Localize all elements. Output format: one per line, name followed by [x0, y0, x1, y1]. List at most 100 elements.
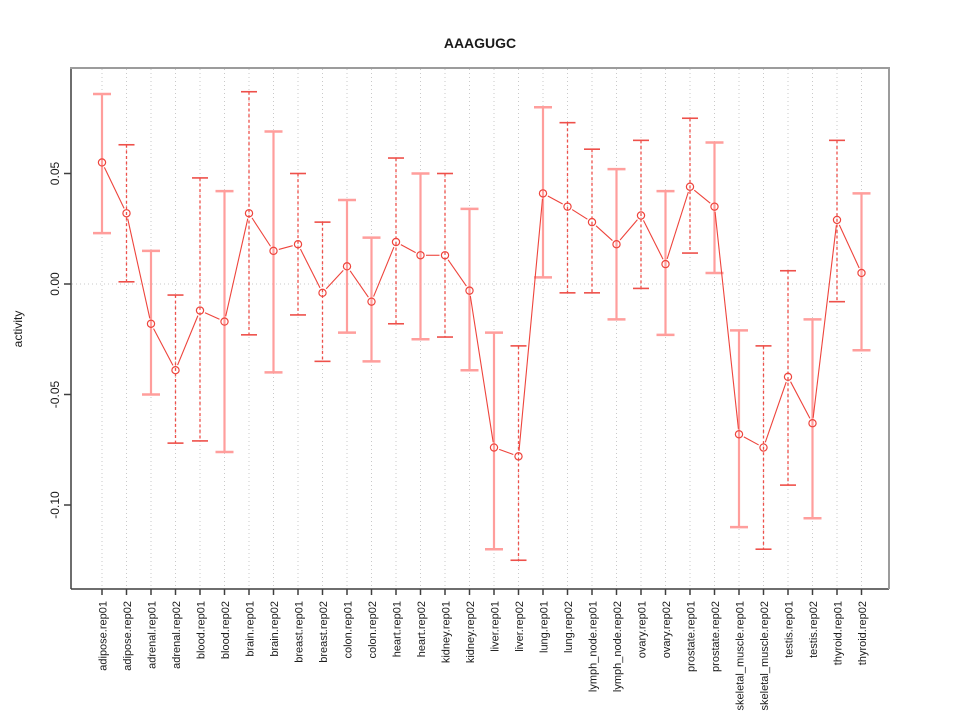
series-segment [571, 209, 588, 220]
x-tick-label: skeletal_muscle.rep01 [735, 601, 747, 710]
y-tick-label: -0.05 [48, 381, 62, 409]
series-segment [177, 315, 199, 366]
data-point-marker [416, 251, 425, 260]
x-tick-label: liver.rep02 [514, 601, 526, 652]
data-point-marker [391, 237, 401, 247]
series-segment [812, 225, 837, 418]
series-segment [204, 312, 220, 320]
chart-title: AAAGUGC [444, 35, 516, 51]
x-tick-label: colon.rep02 [367, 601, 379, 659]
y-tick-label: -0.10 [48, 491, 62, 519]
x-tick-label: colon.rep01 [343, 601, 355, 659]
y-tick-label: 0.00 [48, 272, 62, 296]
series-segment [790, 381, 811, 419]
x-tick-label: blood.rep02 [220, 601, 232, 659]
data-point-marker [612, 240, 621, 249]
series-segment [299, 248, 321, 289]
plot-frame [70, 67, 890, 590]
data-point-marker [587, 217, 597, 227]
x-tick-label: blood.rep01 [196, 601, 208, 659]
x-tick-label: adrenal.rep01 [147, 601, 159, 669]
data-points [97, 158, 866, 461]
data-point-marker [661, 259, 670, 269]
x-tick-label: kidney.rep02 [465, 601, 477, 663]
x-tick-label: brain.rep01 [245, 601, 257, 657]
data-point-marker [857, 268, 866, 278]
x-tick-label: thyroid.rep02 [857, 601, 869, 665]
x-tick-label: ovary.rep01 [637, 601, 649, 658]
series-segment [666, 191, 689, 260]
data-point-marker [563, 202, 572, 211]
x-tick-label: adrenal.rep02 [171, 601, 183, 669]
x-tick-label: liver.rep01 [490, 601, 502, 652]
series-segment [693, 189, 711, 204]
x-tick-label: thyroid.rep01 [833, 601, 845, 665]
series-segment [743, 436, 759, 446]
data-point-marker [293, 240, 303, 249]
x-tick-label: breast.rep02 [318, 601, 330, 663]
error-bars [93, 90, 871, 562]
y-axis-label: activity [11, 311, 25, 348]
data-point-marker [97, 158, 107, 167]
gridlines [72, 69, 888, 588]
x-tick-label: skeletal_muscle.rep02 [759, 601, 771, 710]
data-point-marker [759, 443, 768, 452]
series-segment [127, 218, 151, 319]
data-point-marker [710, 202, 719, 211]
data-point-marker [122, 209, 131, 218]
series-segment [325, 269, 344, 290]
series-segment [619, 219, 638, 241]
series-segment [103, 167, 125, 209]
series-segment [547, 195, 563, 205]
series-line [103, 167, 860, 456]
x-tick-label: heart.rep01 [392, 601, 404, 657]
x-tick-label: brain.rep02 [269, 601, 281, 657]
data-point-marker [832, 215, 842, 225]
x-tick-label: heart.rep02 [416, 601, 428, 657]
series-segment [373, 246, 395, 297]
x-tick-label: testis.rep01 [784, 601, 796, 658]
series-segment [838, 224, 860, 269]
data-point-marker [244, 209, 254, 218]
x-tick-labels: adipose.rep01 adipose.rep02 adrenal.rep01 a… [98, 589, 869, 710]
series-segment [251, 217, 271, 247]
data-point-marker [636, 211, 646, 220]
series-segment [153, 328, 174, 366]
series-segment [518, 198, 544, 451]
data-point-marker [734, 430, 744, 439]
x-tick-label: ovary.rep02 [661, 601, 673, 658]
series-segment [349, 270, 369, 298]
data-point-marker [489, 443, 499, 452]
x-tick-label: lung.rep01 [539, 601, 551, 653]
data-point-marker [808, 419, 817, 428]
data-point-marker [465, 286, 474, 295]
series-segment [642, 220, 664, 260]
data-point-marker [146, 319, 156, 328]
y-tick-labels: 0.05 0.00 -0.05 -0.10 [48, 161, 71, 519]
data-point-marker [342, 262, 352, 271]
data-point-marker [171, 365, 180, 375]
series-segment [595, 225, 613, 241]
x-tick-label: prostate.rep01 [686, 601, 698, 672]
x-tick-label: adipose.rep02 [122, 601, 134, 671]
data-point-marker [195, 306, 205, 315]
series-segment [714, 212, 739, 429]
data-point-marker [538, 189, 548, 198]
x-tick-label: lymph_node.rep02 [612, 601, 624, 692]
x-tick-label: kidney.rep01 [441, 601, 453, 663]
series-segment [764, 381, 787, 443]
series-segment [469, 295, 494, 443]
x-tick-label: adipose.rep01 [98, 601, 110, 671]
data-point-marker [783, 372, 793, 382]
series-segment [278, 245, 293, 250]
y-tick-label: 0.05 [48, 161, 62, 185]
series-segment [225, 218, 249, 317]
x-tick-label: prostate.rep02 [710, 601, 722, 672]
data-point-marker [440, 251, 450, 260]
data-point-marker [367, 297, 376, 306]
data-point-marker [269, 246, 278, 256]
data-point-marker [514, 452, 523, 461]
x-tick-label: breast.rep01 [294, 601, 306, 663]
